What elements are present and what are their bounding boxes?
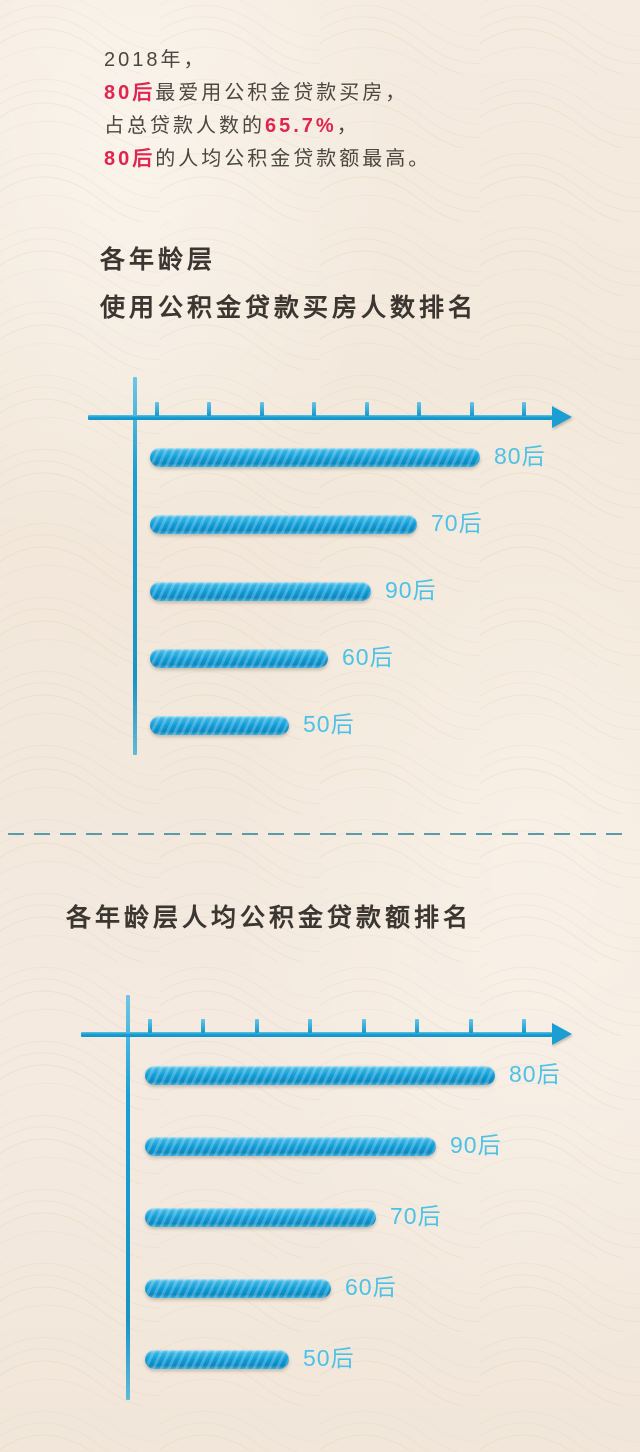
intro-line-2-text: 最爱用公积金贷款买房， (155, 82, 409, 104)
intro-line-3-suffix: ， (336, 115, 360, 137)
chart-loan-axis-arrow-icon (552, 1023, 572, 1045)
intro-paragraph: 2018年， 80后最爱用公积金贷款买房， 占总贷款人数的65.7%， 80后的… (104, 44, 431, 176)
chart-people-label-90后: 90后 (385, 577, 437, 603)
chart-people-tick-7 (470, 402, 474, 416)
intro-highlight-percentage: 65.7% (265, 115, 337, 137)
chart-loan-tick-8 (522, 1019, 526, 1033)
intro-highlight-80hou-b: 80后 (104, 148, 156, 170)
chart-loan-tick-7 (469, 1019, 473, 1033)
intro-line-2: 80后最爱用公积金贷款买房， (104, 77, 431, 110)
chart-loan-x-axis (81, 1032, 552, 1037)
chart-loan-y-axis (126, 995, 130, 1400)
chart-loan-label-70后: 70后 (390, 1203, 442, 1229)
chart-loan-label-50后: 50后 (303, 1345, 355, 1371)
intro-line-4-text: 的人均公积金贷款额最高。 (155, 148, 432, 170)
section2-title: 各年龄层人均公积金贷款额排名 (66, 904, 473, 932)
intro-highlight-80hou-a: 80后 (104, 82, 156, 104)
chart-people-tick-1 (155, 402, 159, 416)
chart-people-axis-arrow-icon (552, 406, 572, 428)
chart-loan-tick-2 (201, 1019, 205, 1033)
intro-line-3-prefix: 占总贷款人数的 (104, 115, 265, 137)
chart-people-bar-50后[interactable] (150, 716, 289, 735)
chart-loan-bar-60后[interactable] (145, 1279, 331, 1298)
chart-people-y-axis (133, 377, 137, 755)
chart-loan-tick-5 (362, 1019, 366, 1033)
chart-loan-tick-1 (148, 1019, 152, 1033)
section-divider (8, 833, 632, 835)
chart-people-tick-4 (312, 402, 316, 416)
chart-loan-label-90后: 90后 (450, 1132, 502, 1158)
chart-loan-tick-3 (255, 1019, 259, 1033)
chart-people-tick-8 (522, 402, 526, 416)
section1-title-line1: 各年龄层 (100, 246, 217, 274)
chart-people-tick-6 (417, 402, 421, 416)
chart-people-bar-80后[interactable] (150, 448, 480, 467)
chart-loan-label-80后: 80后 (509, 1061, 561, 1087)
chart-people-bar-60后[interactable] (150, 649, 328, 668)
intro-line-4: 80后的人均公积金贷款额最高。 (104, 143, 431, 176)
chart-loan-label-60后: 60后 (345, 1274, 397, 1300)
section1-title-line2: 使用公积金贷款买房人数排名 (100, 294, 478, 322)
chart-people-bar-90后[interactable] (150, 582, 371, 601)
chart-loan-bar-90后[interactable] (145, 1137, 436, 1156)
chart-people-label-50后: 50后 (303, 711, 355, 737)
intro-line-3: 占总贷款人数的65.7%， (104, 110, 431, 143)
intro-line-1: 2018年， (104, 49, 207, 71)
chart-loan-bar-80后[interactable] (145, 1066, 495, 1085)
chart-people-label-60后: 60后 (342, 644, 394, 670)
chart-loan-bar-50后[interactable] (145, 1350, 289, 1369)
chart-people-label-80后: 80后 (494, 443, 546, 469)
chart-people-label-70后: 70后 (431, 510, 483, 536)
chart-people-tick-3 (260, 402, 264, 416)
chart-loan-bar-70后[interactable] (145, 1208, 376, 1227)
chart-people-tick-2 (207, 402, 211, 416)
chart-people-x-axis (88, 415, 552, 420)
chart-loan-tick-6 (415, 1019, 419, 1033)
chart-people-tick-5 (365, 402, 369, 416)
chart-people-bar-70后[interactable] (150, 515, 417, 534)
chart-loan-tick-4 (308, 1019, 312, 1033)
